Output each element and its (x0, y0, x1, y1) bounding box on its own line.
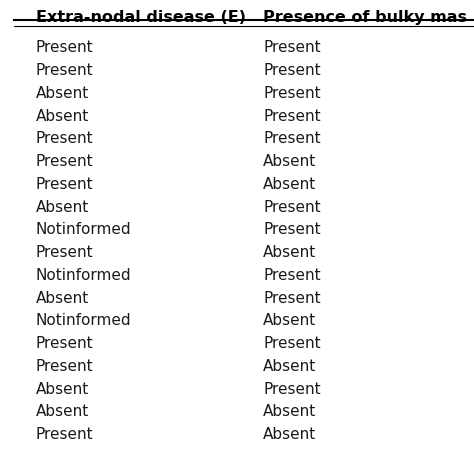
Text: Absent: Absent (36, 291, 89, 306)
Text: Present: Present (263, 268, 321, 283)
Text: Absent: Absent (263, 404, 316, 419)
Text: Notinformed: Notinformed (36, 268, 131, 283)
Text: Absent: Absent (36, 86, 89, 101)
Text: Present: Present (36, 154, 93, 169)
Text: Absent: Absent (263, 245, 316, 260)
Text: Present: Present (36, 245, 93, 260)
Text: Absent: Absent (263, 154, 316, 169)
Text: Present: Present (263, 40, 321, 55)
Text: Present: Present (263, 63, 321, 78)
Text: Absent: Absent (36, 382, 89, 397)
Text: Present: Present (263, 109, 321, 124)
Text: Present: Present (36, 131, 93, 146)
Text: Notinformed: Notinformed (36, 313, 131, 328)
Text: Present: Present (36, 40, 93, 55)
Text: Present: Present (263, 222, 321, 237)
Text: Present: Present (263, 200, 321, 215)
Text: Present: Present (36, 359, 93, 374)
Text: Present: Present (263, 131, 321, 146)
Text: Absent: Absent (263, 177, 316, 192)
Text: Absent: Absent (36, 200, 89, 215)
Text: Absent: Absent (36, 404, 89, 419)
Text: Present: Present (36, 177, 93, 192)
Text: Notinformed: Notinformed (36, 222, 131, 237)
Text: Absent: Absent (263, 313, 316, 328)
Text: Present: Present (263, 291, 321, 306)
Text: Absent: Absent (263, 427, 316, 442)
Text: Present: Present (263, 86, 321, 101)
Text: Absent: Absent (36, 109, 89, 124)
Text: Present: Present (36, 427, 93, 442)
Text: Extra-nodal disease (E): Extra-nodal disease (E) (36, 10, 246, 26)
Text: Present: Present (263, 382, 321, 397)
Text: Absent: Absent (263, 359, 316, 374)
Text: Presence of bulky mas: Presence of bulky mas (263, 10, 467, 26)
Text: Present: Present (36, 336, 93, 351)
Text: Present: Present (263, 336, 321, 351)
Text: Present: Present (36, 63, 93, 78)
